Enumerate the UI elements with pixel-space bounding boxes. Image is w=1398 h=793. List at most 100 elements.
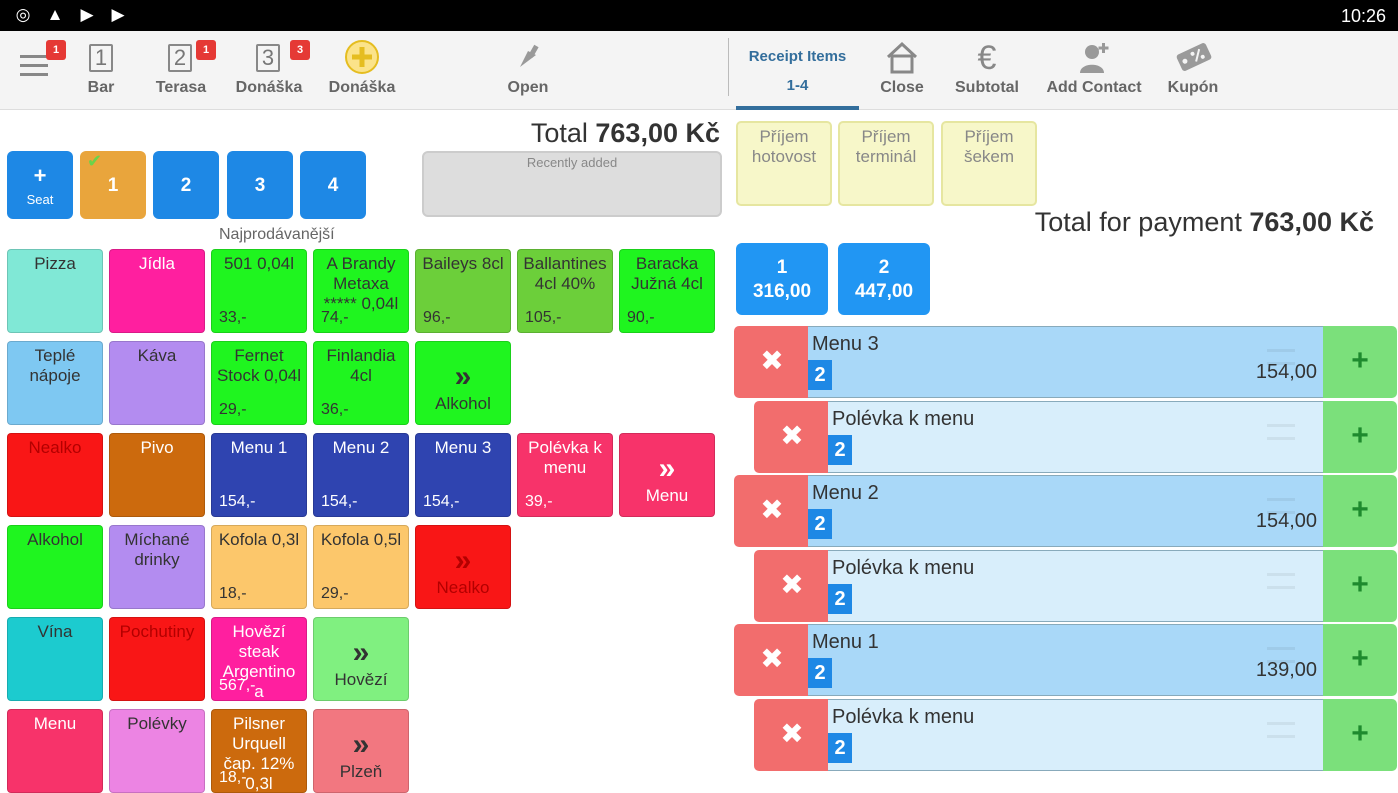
product-tile[interactable]: Menu 2 154,- (313, 433, 409, 517)
add-item-button[interactable]: + (1323, 475, 1397, 548)
tile-label: Fernet Stock 0,04l (216, 346, 302, 385)
receipt-items-label: Receipt Items (748, 48, 847, 65)
item-body[interactable]: Menu 2 2 154,00 (808, 475, 1323, 548)
kupon-button[interactable]: Kupón (1164, 31, 1222, 110)
receipt-item-row[interactable]: ✖ Menu 3 2 154,00 + (734, 326, 1397, 398)
add-item-button[interactable]: + (1323, 699, 1397, 771)
split-button-1[interactable]: 1 316,00 (736, 243, 828, 315)
product-tile[interactable]: Alkohol (7, 525, 103, 609)
tile-label: Pizza (34, 254, 76, 273)
drag-handle-icon[interactable] (1267, 349, 1295, 365)
product-tile[interactable]: » Menu (619, 433, 715, 517)
delete-item-button[interactable]: ✖ (734, 475, 810, 548)
receipt-item-row[interactable]: ✖ Menu 1 2 139,00 + (734, 624, 1397, 697)
product-tile[interactable]: Polévka k menu 39,- (517, 433, 613, 517)
product-tile[interactable]: Vína (7, 617, 103, 701)
add-seat-button[interactable]: + Seat (7, 151, 73, 219)
receipt-item-row[interactable]: ✖ Menu 2 2 154,00 + (734, 475, 1397, 548)
add-donaska-button[interactable]: Donáška (326, 31, 398, 110)
product-tile[interactable]: Kofola 0,5l 29,- (313, 525, 409, 609)
product-tile[interactable]: A Brandy Metaxa ***** 0,04l 74,- (313, 249, 409, 333)
close-button[interactable]: Close (874, 31, 930, 110)
chevron-double-right-icon: » (658, 452, 676, 485)
product-tile[interactable]: Ballantines 4cl 40% 105,- (517, 249, 613, 333)
delete-item-button[interactable]: ✖ (734, 624, 810, 697)
add-item-button[interactable]: + (1323, 326, 1397, 398)
payment-cash-button[interactable]: Příjem hotovost (736, 121, 832, 206)
product-tile[interactable]: Nealko (7, 433, 103, 517)
delete-item-button[interactable]: ✖ (754, 699, 830, 771)
add-item-button[interactable]: + (1323, 549, 1397, 622)
item-body[interactable]: Polévka k menu 2 (828, 699, 1323, 771)
product-tile[interactable]: Míchané drinky (109, 525, 205, 609)
product-tile[interactable]: Polévky (109, 709, 205, 793)
tab-bar[interactable]: 1 Bar (76, 31, 126, 110)
top-toolbar: 1 1 Bar 2 1 Terasa 3 3 Donáška Donáška O… (0, 31, 1398, 110)
product-tile[interactable]: Menu (7, 709, 103, 793)
product-tile[interactable]: » Hovězí (313, 617, 409, 701)
payment-terminal-button[interactable]: Příjem terminál (838, 121, 934, 206)
item-body[interactable]: Polévka k menu 2 (828, 549, 1323, 622)
product-tile[interactable]: Baracka Južná 4cl 90,- (619, 249, 715, 333)
receipt-subitem-row[interactable]: ✖ Polévka k menu 2 + (754, 400, 1397, 473)
product-tile[interactable]: » Plzeň (313, 709, 409, 793)
add-item-button[interactable]: + (1323, 400, 1397, 473)
item-body[interactable]: Menu 3 2 154,00 (808, 326, 1323, 398)
product-tile[interactable]: Pivo (109, 433, 205, 517)
product-tile[interactable]: Finlandia 4cl 36,- (313, 341, 409, 425)
seat-button-4[interactable]: 4 (300, 151, 366, 219)
subtotal-button[interactable]: € Subtotal (954, 31, 1020, 110)
plus-icon: + (1351, 717, 1369, 750)
product-tile[interactable]: Kofola 0,3l 18,- (211, 525, 307, 609)
item-body[interactable]: Polévka k menu 2 (828, 400, 1323, 473)
tab-donaska-3[interactable]: 3 3 Donáška (234, 31, 310, 110)
product-tile[interactable]: 501 0,04l 33,- (211, 249, 307, 333)
delete-item-button[interactable]: ✖ (734, 326, 810, 398)
item-name: Menu 2 (812, 482, 879, 505)
coupon-icon (1176, 43, 1212, 71)
product-tile[interactable]: Menu 1 154,- (211, 433, 307, 517)
product-tile[interactable]: Menu 3 154,- (415, 433, 511, 517)
split-number: 2 (878, 257, 890, 278)
add-contact-button[interactable]: Add Contact (1046, 31, 1142, 110)
product-tile[interactable]: Teplé nápoje (7, 341, 103, 425)
product-tile[interactable]: » Nealko (415, 525, 511, 609)
tile-label: A Brandy Metaxa ***** 0,04l (323, 254, 399, 313)
drag-handle-icon[interactable] (1267, 572, 1295, 589)
drag-handle-icon[interactable] (1267, 498, 1295, 515)
item-body[interactable]: Menu 1 2 139,00 (808, 624, 1323, 697)
product-tile[interactable]: Pilsner Urquell čap. 12% 0,3l 18,- (211, 709, 307, 793)
product-tile[interactable]: Pizza (7, 249, 103, 333)
hamburger-menu-button[interactable]: 1 (14, 31, 66, 110)
delete-item-button[interactable]: ✖ (754, 400, 830, 473)
delete-item-button[interactable]: ✖ (754, 549, 830, 622)
drag-handle-icon[interactable] (1267, 647, 1295, 664)
product-tile[interactable]: Jídla (109, 249, 205, 333)
receipt-subitem-row[interactable]: ✖ Polévka k menu 2 + (754, 549, 1397, 622)
payment-cheque-button[interactable]: Příjem šekem (941, 121, 1037, 206)
open-drawer-button[interactable]: Open (500, 31, 556, 110)
tile-label: Alkohol (27, 530, 83, 549)
tab-receipt-items[interactable]: Receipt Items 1-4 (736, 31, 859, 110)
product-tile[interactable]: » Alkohol (415, 341, 511, 425)
recently-added-area[interactable]: Recently added (422, 151, 722, 217)
drag-handle-icon[interactable] (1267, 423, 1295, 440)
product-tile[interactable]: Baileys 8cl 96,- (415, 249, 511, 333)
plus-icon: + (1351, 344, 1369, 377)
product-tile[interactable]: Hovězí steak Argentino a 567,- (211, 617, 307, 701)
seat-button-2[interactable]: 2 (153, 151, 219, 219)
product-tile[interactable]: Pochutiny (109, 617, 205, 701)
add-item-button[interactable]: + (1323, 624, 1397, 697)
product-tile[interactable]: Káva (109, 341, 205, 425)
product-tile[interactable]: Fernet Stock 0,04l 29,- (211, 341, 307, 425)
close-icon: ✖ (760, 494, 784, 526)
tab-terasa[interactable]: 2 1 Terasa (152, 31, 216, 110)
drag-handle-icon[interactable] (1267, 722, 1295, 738)
seat-button-1[interactable]: ✔ 1 (80, 151, 146, 219)
close-icon: ✖ (780, 419, 804, 451)
plus-icon: + (1351, 642, 1369, 676)
tile-label: Menu 2 (332, 438, 390, 457)
split-button-2[interactable]: 2 447,00 (838, 243, 930, 315)
receipt-subitem-row[interactable]: ✖ Polévka k menu 2 + (754, 699, 1397, 771)
seat-button-3[interactable]: 3 (227, 151, 293, 219)
